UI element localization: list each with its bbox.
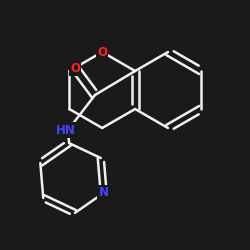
Text: N: N <box>99 186 109 200</box>
Text: HN: HN <box>56 124 76 136</box>
Text: O: O <box>70 62 80 74</box>
Text: O: O <box>97 46 107 59</box>
